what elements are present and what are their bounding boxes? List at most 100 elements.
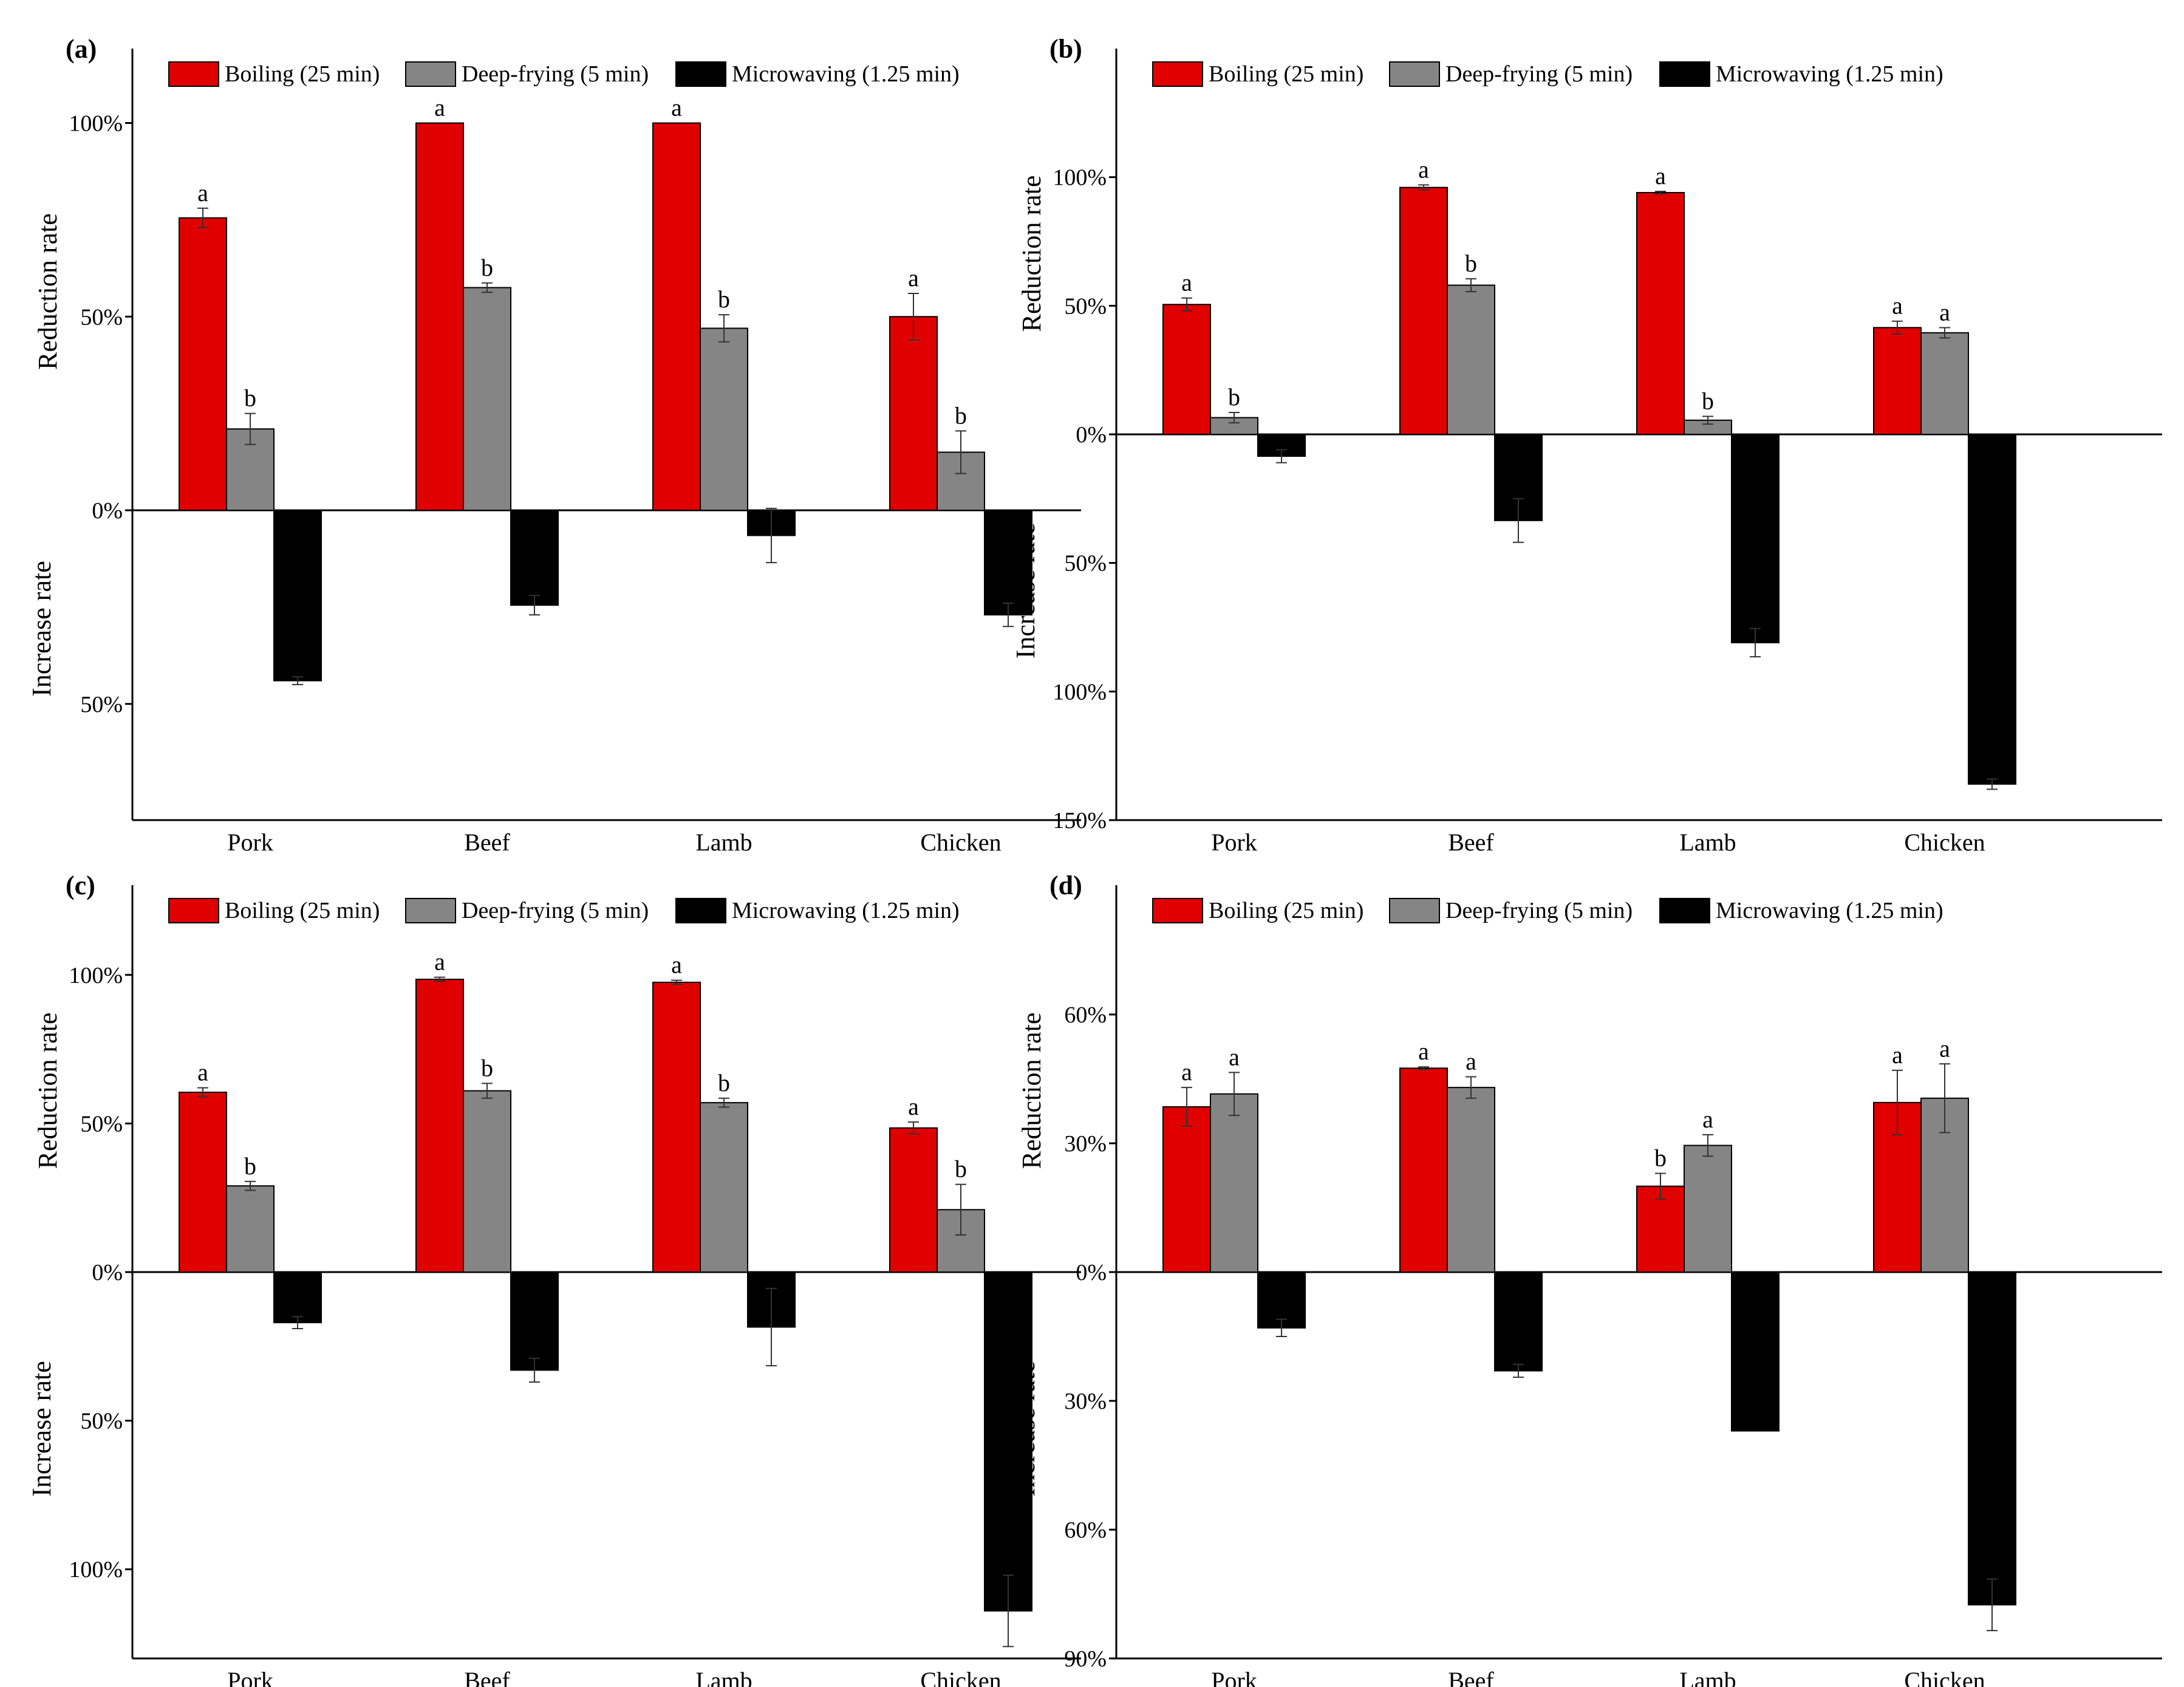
y-axis-title-increase: Increase rate — [1011, 523, 1040, 659]
y-axis-title-reduction: Reduction rate — [1017, 176, 1046, 332]
bar-boiling-lamb — [1636, 192, 1685, 435]
bar-deep_frying-lamb — [700, 1102, 748, 1273]
y-tick-label: 60% — [1064, 1518, 1107, 1543]
legend-swatch-deep_frying — [405, 61, 456, 87]
legend-swatch-microwaving — [675, 898, 726, 923]
legend-swatch-deep_frying — [1389, 61, 1440, 87]
legend-label-deep_frying: Deep-frying (5 min) — [1445, 898, 1633, 923]
y-axis-title-reduction: Reduction rate — [33, 213, 63, 370]
x-tick-label: Beef — [1448, 829, 1494, 856]
significance-label: a — [908, 1093, 919, 1120]
x-tick-label: Chicken — [920, 1667, 1001, 1687]
y-tick-label: 50% — [1064, 551, 1107, 577]
significance-label: a — [1892, 292, 1903, 320]
significance-label: b — [718, 286, 730, 313]
bar-deep_frying-pork — [1210, 1093, 1258, 1273]
legend-label-boiling: Boiling (25 min) — [1209, 61, 1363, 87]
chart-panel-d: 60% 30% 0% 30% 60% 90% Reduction rate Increase … — [1011, 871, 2162, 1687]
significance-label: a — [1892, 1041, 1903, 1069]
significance-label: b — [481, 254, 493, 281]
panel-label: (a) — [66, 34, 97, 64]
legend-label-microwaving: Microwaving (1.25 min) — [732, 898, 960, 923]
bar-boiling-pork — [1162, 304, 1211, 436]
significance-label: a — [1702, 1106, 1713, 1133]
bar-deep_frying-chicken — [1920, 332, 1969, 435]
x-tick-label: Lamb — [1679, 1667, 1736, 1687]
legend-swatch-boiling — [1152, 61, 1203, 87]
significance-label: a — [908, 264, 919, 292]
y-tick-label: 50% — [80, 1409, 123, 1434]
x-tick-label: Chicken — [1904, 1667, 1985, 1687]
significance-label: b — [244, 385, 256, 412]
bar-deep_frying-beef — [463, 1090, 511, 1273]
significance-label: a — [1939, 1035, 1950, 1062]
y-tick-label: 100% — [1053, 679, 1107, 705]
bar-deep_frying-beef — [463, 287, 511, 511]
y-tick-label: 90% — [1064, 1646, 1107, 1672]
bar-microwaving-beef — [510, 510, 559, 606]
significance-label: a — [1181, 269, 1192, 296]
y-axis-title-reduction: Reduction rate — [1017, 1013, 1046, 1169]
significance-label: a — [1466, 1047, 1476, 1075]
panel-label: (b) — [1049, 34, 1082, 64]
y-tick-label: 150% — [1053, 808, 1107, 833]
x-tick-label: Lamb — [1679, 829, 1736, 856]
bar-microwaving-lamb — [1731, 434, 1780, 643]
x-tick-label: Pork — [227, 829, 273, 856]
y-axis-title-increase: Increase rate — [27, 1361, 56, 1496]
x-tick-label: Pork — [1211, 829, 1257, 856]
significance-label: b — [481, 1054, 493, 1081]
bar-deep_frying-lamb — [700, 327, 748, 511]
legend-label-deep_frying: Deep-frying (5 min) — [1445, 61, 1633, 87]
significance-label: a — [671, 94, 682, 121]
legend-swatch-boiling — [168, 898, 219, 923]
significance-label: a — [1939, 298, 1950, 326]
bar-microwaving-chicken — [1968, 1271, 2016, 1606]
legend-label-microwaving: Microwaving (1.25 min) — [1716, 898, 1943, 923]
y-tick-label: 100% — [69, 111, 123, 137]
significance-label: a — [1418, 156, 1429, 183]
bar-boiling-lamb — [652, 122, 701, 511]
significance-label: a — [1655, 162, 1666, 190]
legend-label-boiling: Boiling (25 min) — [225, 61, 380, 87]
y-tick-label: 100% — [69, 1557, 123, 1583]
y-tick-label: 50% — [1064, 293, 1107, 319]
y-axis-title-increase: Increase rate — [1011, 1361, 1040, 1496]
legend-label-deep_frying: Deep-frying (5 min) — [462, 61, 649, 87]
bar-deep_frying-beef — [1447, 1087, 1495, 1273]
panel-label: (c) — [66, 871, 95, 900]
legend-swatch-microwaving — [675, 61, 726, 87]
bar-deep_frying-beef — [1447, 284, 1495, 436]
x-tick-label: Lamb — [695, 1667, 752, 1687]
bar-boiling-chicken — [889, 316, 938, 511]
x-tick-label: Beef — [1448, 1667, 1494, 1687]
significance-label: b — [1465, 250, 1477, 277]
significance-label: a — [1418, 1038, 1429, 1065]
bar-microwaving-pork — [273, 1271, 322, 1324]
significance-label: b — [718, 1069, 730, 1097]
significance-label: b — [244, 1152, 256, 1180]
significance-label: a — [1181, 1058, 1192, 1086]
x-tick-label: Lamb — [695, 829, 752, 856]
legend-swatch-microwaving — [1659, 898, 1710, 923]
bar-microwaving-pork — [1257, 1271, 1306, 1329]
y-tick-label: 100% — [69, 963, 123, 988]
y-tick-label: 50% — [80, 304, 123, 330]
y-tick-label: 0% — [1076, 422, 1107, 448]
bar-boiling-lamb — [1636, 1185, 1685, 1273]
x-tick-label: Beef — [464, 829, 510, 856]
y-axis-title-reduction: Reduction rate — [33, 1013, 63, 1169]
legend-swatch-deep_frying — [1389, 898, 1440, 923]
significance-label: b — [955, 402, 967, 429]
significance-label: a — [197, 1059, 208, 1086]
y-tick-label: 50% — [80, 692, 123, 717]
y-tick-label: 100% — [1053, 165, 1107, 191]
bar-microwaving-chicken — [1968, 434, 2016, 785]
legend-swatch-deep_frying — [405, 898, 456, 923]
bar-microwaving-pork — [273, 510, 322, 682]
x-tick-label: Beef — [464, 1667, 510, 1687]
significance-label: b — [955, 1155, 967, 1183]
legend-swatch-boiling — [1152, 898, 1203, 923]
